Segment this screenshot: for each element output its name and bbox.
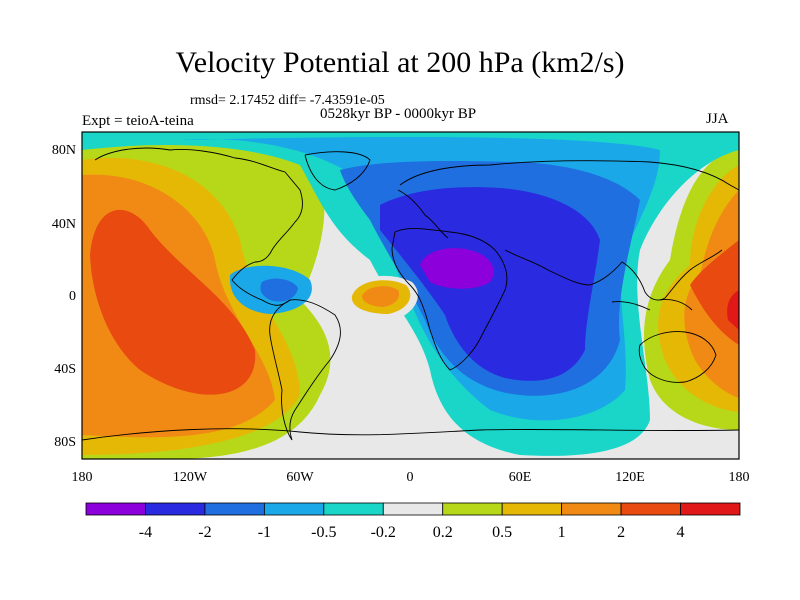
lat-tick-40s: 40S xyxy=(54,362,76,377)
positive-westpac-max xyxy=(690,240,739,345)
negative-africa-core xyxy=(380,187,600,381)
colorbar-box xyxy=(85,502,146,516)
africa-coast xyxy=(391,227,508,371)
contour-field xyxy=(82,132,739,459)
lat-tick-80n: 80N xyxy=(52,143,76,158)
colorbar-box xyxy=(620,502,681,516)
latitude-axis: 80N 40N 0 40S 80S xyxy=(52,143,76,450)
australia-coast xyxy=(638,331,717,383)
colorbar-box xyxy=(561,502,622,516)
colorbar-box xyxy=(145,502,206,516)
lon-tick-120e: 120E xyxy=(615,470,645,485)
rmsd-diff-text: rmsd= 2.17452 diff= -7.43591e-05 xyxy=(190,93,385,108)
colorbar-box xyxy=(263,502,325,516)
longitude-axis: 180 120W 60W 0 60E 120E 180 xyxy=(72,470,750,485)
positive-atlantic-core xyxy=(362,286,400,307)
colorbar-label: 1 xyxy=(558,524,566,541)
europe-coast xyxy=(397,189,449,239)
colorbar-box xyxy=(382,502,444,516)
map-title: Velocity Potential at 200 hPa (km2/s) xyxy=(175,46,625,79)
colorbar-label: -4 xyxy=(139,524,152,541)
coastlines xyxy=(82,147,739,441)
season-label: JJA xyxy=(706,111,729,127)
lat-tick-40n: 40N xyxy=(52,217,76,232)
colorbar-label: -1 xyxy=(258,524,271,541)
lon-tick-120w: 120W xyxy=(173,470,208,485)
colorbar-box xyxy=(442,502,503,516)
colorbar-label: -2 xyxy=(198,524,211,541)
lon-tick-180e: 180 xyxy=(729,470,750,485)
colorbar-label: 2 xyxy=(617,524,625,541)
colorbar-box xyxy=(204,502,265,516)
map-frame xyxy=(81,131,740,460)
antarctica-coast xyxy=(82,428,739,441)
asia-south-coast xyxy=(504,249,723,301)
colorbar-box xyxy=(501,502,563,516)
colorbar-box xyxy=(323,502,384,516)
negative-caribbean-core xyxy=(260,278,298,302)
lat-tick-0: 0 xyxy=(69,289,76,304)
lon-tick-60e: 60E xyxy=(509,470,532,485)
colorbar-label: -0.5 xyxy=(311,524,336,541)
period-text: 0528kyr BP - 0000kyr BP xyxy=(320,106,477,122)
greenland-coast xyxy=(304,151,371,191)
eurasia-coast xyxy=(399,160,739,191)
south-america-coast xyxy=(269,299,341,441)
lon-tick-60w: 60W xyxy=(286,470,314,485)
lon-tick-0: 0 xyxy=(407,470,414,485)
experiment-label: Expt = teioA-teina xyxy=(82,113,194,129)
negative-africa-min xyxy=(420,248,494,289)
indonesia-coast xyxy=(611,299,693,311)
colorbar-label: -0.2 xyxy=(371,524,396,541)
lat-tick-80s: 80S xyxy=(54,435,76,450)
colorbar-box xyxy=(680,502,741,516)
positive-northamerica-patch xyxy=(266,217,318,246)
north-america-coast xyxy=(94,147,303,306)
colorbar-boxes xyxy=(85,502,741,516)
colorbar-label: 0.2 xyxy=(433,524,453,541)
colorbar-label: 4 xyxy=(677,524,685,541)
colorbar-label: 0.5 xyxy=(492,524,512,541)
positive-westpac-peak xyxy=(727,290,739,330)
positive-pacific-max xyxy=(90,209,256,395)
colorbar-labels: -4 -2 -1 -0.5 -0.2 0.2 0.5 1 2 4 xyxy=(139,524,685,541)
lon-tick-180w: 180 xyxy=(72,470,93,485)
